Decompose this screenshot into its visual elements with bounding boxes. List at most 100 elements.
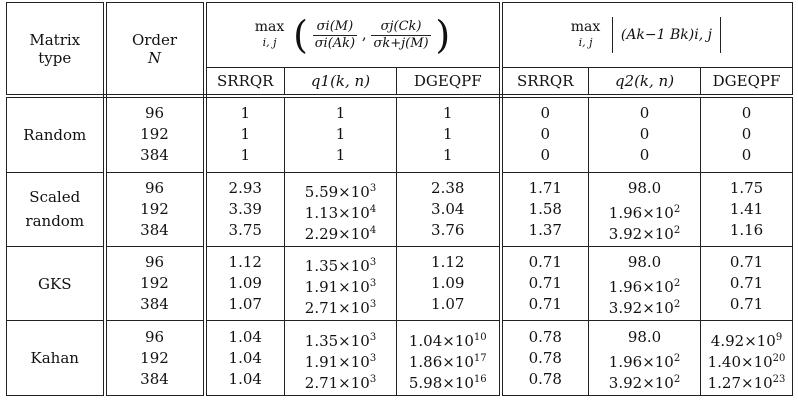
value: 2.93 bbox=[228, 178, 262, 197]
value: 2.71×103 bbox=[304, 299, 377, 318]
value: 1.96×102 bbox=[608, 203, 681, 222]
value: 0.71 bbox=[528, 295, 562, 314]
value: 1.91×103 bbox=[304, 278, 377, 297]
value: 0.78 bbox=[528, 369, 562, 388]
matrix-type-cell: Scaled random bbox=[6, 171, 107, 248]
value: 2.38 bbox=[431, 178, 465, 197]
value: 1.07 bbox=[431, 295, 465, 314]
value: 1.04 bbox=[228, 369, 262, 388]
header-matrix-type: Matrix type bbox=[6, 2, 107, 98]
value: 1.41 bbox=[729, 199, 764, 218]
q1-cell: 5.59×103 1.13×104 2.29×104 bbox=[284, 171, 397, 248]
value: 1.04×1010 bbox=[408, 331, 487, 350]
table-row: GKS 96 192 384 1.12 1.09 1.07 1.35×103 1.91×103 2… bbox=[6, 246, 794, 322]
value: 1.35×103 bbox=[304, 257, 377, 276]
matrix-type-cell: Kahan bbox=[6, 320, 107, 396]
value: 1.07 bbox=[228, 295, 262, 314]
results-table: Matrix type Order N max i, j ( σi(M) σi(… bbox=[6, 2, 794, 396]
value: 384 bbox=[140, 146, 169, 165]
q2-cell: 98.0 1.96×102 3.92×102 bbox=[588, 246, 702, 322]
value: 96 bbox=[144, 253, 165, 272]
value: 192 bbox=[140, 199, 169, 218]
orders-cell: 96 192 384 bbox=[104, 246, 207, 322]
value: 0 bbox=[540, 104, 551, 123]
max-operator-2: max i, j bbox=[570, 19, 601, 50]
srrqr2-cell: 0.78 0.78 0.78 bbox=[500, 320, 590, 396]
value: 192 bbox=[140, 274, 169, 293]
value: 0.71 bbox=[528, 274, 562, 293]
orders-cell: 96 192 384 bbox=[104, 171, 207, 248]
value: 3.92×102 bbox=[608, 224, 681, 243]
value: 2.29×104 bbox=[304, 224, 377, 243]
value: 0.71 bbox=[729, 274, 764, 293]
value: 1.91×103 bbox=[304, 352, 377, 371]
value: 0.71 bbox=[729, 295, 764, 314]
value: 1.75 bbox=[729, 178, 764, 197]
value: 3.75 bbox=[228, 220, 262, 239]
value: 2.71×103 bbox=[304, 373, 377, 392]
value: 0 bbox=[639, 104, 650, 123]
dgeqpf2-cell: 1.75 1.41 1.16 bbox=[700, 171, 794, 248]
value: 1 bbox=[442, 146, 453, 165]
value: 1.40×1020 bbox=[707, 352, 786, 371]
value: 0.71 bbox=[528, 253, 562, 272]
value: 0 bbox=[639, 125, 650, 144]
srrqr1-cell: 1.04 1.04 1.04 bbox=[204, 320, 285, 396]
table-row: Random 96 192 384 1 1 1 1 1 1 1 1 1 0 0 0 0 0 0 0 0 0 bbox=[6, 95, 794, 173]
value: 98.0 bbox=[627, 178, 662, 197]
fraction-2: σj(Ck) σk+j(M) bbox=[371, 18, 431, 51]
table-body: Random 96 192 384 1 1 1 1 1 1 1 1 1 0 0 0 0 0 0 0 0 0 Scaled ra… bbox=[6, 95, 794, 396]
value: 96 bbox=[144, 327, 165, 346]
value: 1.09 bbox=[228, 274, 262, 293]
value: 1.09 bbox=[431, 274, 465, 293]
value: 3.76 bbox=[431, 220, 465, 239]
dgeqpf1-cell: 1.12 1.09 1.07 bbox=[395, 246, 503, 322]
value: 0 bbox=[639, 146, 650, 165]
value: 1 bbox=[240, 125, 251, 144]
value: 1 bbox=[335, 104, 346, 123]
value: 96 bbox=[144, 104, 165, 123]
value: 3.92×102 bbox=[608, 373, 681, 392]
value: 1 bbox=[335, 125, 346, 144]
dgeqpf1-cell: 1.04×1010 1.86×1017 5.98×1016 bbox=[395, 320, 503, 396]
dgeqpf1-cell: 1 1 1 bbox=[395, 95, 503, 173]
value: 1.12 bbox=[431, 253, 465, 272]
value: 0 bbox=[540, 125, 551, 144]
value: 1.58 bbox=[528, 199, 562, 218]
srrqr1-cell: 2.93 3.39 3.75 bbox=[204, 171, 285, 248]
max-operator: max i, j bbox=[254, 19, 285, 50]
q2-cell: 98.0 1.96×102 3.92×102 bbox=[588, 320, 702, 396]
value: 1 bbox=[442, 104, 453, 123]
value: 1.13×104 bbox=[304, 203, 377, 222]
orders-cell: 96 192 384 bbox=[104, 95, 207, 173]
value: 192 bbox=[140, 125, 169, 144]
value: 0.78 bbox=[528, 327, 562, 346]
value: 384 bbox=[140, 295, 169, 314]
header-group-max-entry: max i, j (Ak−1 Bk)i, j bbox=[500, 2, 794, 68]
q1-cell: 1.35×103 1.91×103 2.71×103 bbox=[284, 246, 397, 322]
q2-cell: 0 0 0 bbox=[588, 95, 702, 173]
subheader-dgeqpf-2: DGEQPF bbox=[700, 67, 794, 98]
value: 0 bbox=[741, 104, 752, 123]
srrqr1-cell: 1.12 1.09 1.07 bbox=[204, 246, 285, 322]
header-order: Order N bbox=[104, 2, 207, 98]
value: 1.04 bbox=[228, 327, 262, 346]
value: 384 bbox=[140, 220, 169, 239]
value: 1 bbox=[240, 104, 251, 123]
fraction-1: σi(M) σi(Ak) bbox=[312, 18, 358, 51]
value: 1 bbox=[240, 146, 251, 165]
subheader-q2: q2(k, n) bbox=[588, 67, 702, 98]
q1-cell: 1 1 1 bbox=[284, 95, 397, 173]
value: 1.27×1023 bbox=[707, 373, 786, 392]
srrqr2-cell: 0 0 0 bbox=[500, 95, 590, 173]
matrix-type-cell: GKS bbox=[6, 246, 107, 322]
dgeqpf2-cell: 0.71 0.71 0.71 bbox=[700, 246, 794, 322]
value: 5.98×1016 bbox=[408, 373, 487, 392]
value: 0 bbox=[741, 146, 752, 165]
value: 1.35×103 bbox=[304, 331, 377, 350]
value: 3.04 bbox=[431, 199, 465, 218]
value: 1.12 bbox=[228, 253, 262, 272]
value: 1.71 bbox=[528, 178, 562, 197]
value: 0.78 bbox=[528, 348, 562, 367]
dgeqpf2-cell: 4.92×109 1.40×1020 1.27×1023 bbox=[700, 320, 794, 396]
